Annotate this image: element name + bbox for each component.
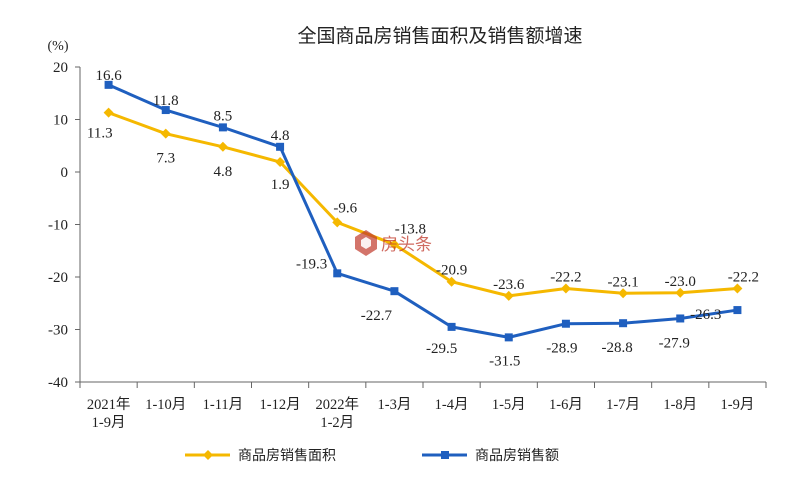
x-tick-label: 1-8月: [663, 397, 697, 413]
data-label-series-1: -22.7: [361, 308, 393, 324]
series-line-1: [107, 83, 738, 339]
series-1-point: [390, 287, 399, 296]
x-tick-label: 1-6月: [549, 397, 583, 413]
series-layer: [103, 80, 743, 342]
x-tick-label: 1-7月: [606, 397, 640, 413]
series-0-point: [560, 283, 571, 294]
x-tick-label: 1-2月: [320, 415, 354, 431]
series-0-point: [160, 128, 171, 139]
series-0-point: [332, 217, 343, 228]
data-labels: 11.3 7.3 4.8 1.9 -9.6 -13.8 -20.9 -23.6 -22.2 -23…: [87, 68, 759, 370]
data-label-series-0: -23.6: [493, 277, 525, 293]
y-tick-label: -40: [48, 375, 68, 391]
series-1-point: [276, 142, 285, 151]
series-0-point: [446, 276, 457, 287]
x-tick-label: 1-12月: [260, 397, 301, 413]
data-label-series-1: -28.9: [546, 341, 577, 357]
x-tick-label: 1-9月: [92, 415, 126, 431]
x-tick-label: 2022年: [316, 396, 360, 413]
legend-swatch-marker-1: [441, 451, 449, 459]
data-label-series-1: -29.5: [426, 341, 457, 357]
data-label-series-0: -23.0: [665, 274, 696, 290]
series-0-point: [503, 290, 514, 301]
x-tick-label: 1-10月: [145, 397, 186, 413]
data-label-series-1: -19.3: [296, 256, 327, 272]
data-label-series-1: 11.8: [153, 93, 179, 109]
data-label-series-0: -22.2: [728, 270, 759, 286]
data-label-series-1: -27.9: [659, 335, 690, 351]
data-label-series-1: -28.8: [601, 340, 632, 356]
x-tick-label: 2021年: [87, 396, 131, 413]
series-0-point: [389, 239, 400, 250]
series-1-point: [733, 306, 742, 315]
data-label-series-0: 11.3: [87, 126, 113, 142]
series-1-point: [561, 319, 570, 328]
data-label-series-0: 4.8: [214, 164, 233, 180]
y-axis-unit: (%): [48, 39, 69, 54]
series-0-point: [732, 283, 743, 294]
y-tick-label: 0: [61, 165, 69, 181]
legend-swatch-marker-0: [203, 450, 213, 460]
data-label-series-0: -20.9: [436, 263, 467, 279]
chart-title: 全国商品房销售面积及销售额增速: [297, 25, 582, 47]
series-0-point: [275, 157, 286, 168]
data-label-series-1: -31.5: [489, 353, 520, 369]
series-1-point: [676, 314, 685, 323]
series-0-point: [675, 287, 686, 298]
legend-label-0: 商品房销售面积: [238, 448, 336, 464]
x-tick-label: 1-9月: [720, 397, 754, 413]
series-1-point: [161, 106, 170, 115]
series-1-point: [447, 322, 456, 331]
data-label-series-0: -22.2: [550, 270, 581, 286]
legend: 商品房销售面积 商品房销售额: [185, 448, 559, 464]
watermark: 房头条: [355, 230, 432, 256]
data-label-series-1: 16.6: [95, 68, 122, 84]
y-tick-label: 20: [53, 60, 68, 76]
x-tick-label: 1-11月: [203, 397, 244, 413]
data-label-series-0: -23.1: [607, 274, 638, 290]
data-label-series-1: 4.8: [271, 128, 290, 144]
series-0-point: [618, 288, 629, 299]
data-label-series-1: 8.5: [214, 108, 233, 124]
series-1-point: [218, 123, 227, 132]
data-label-series-0: -9.6: [333, 200, 357, 216]
legend-label-1: 商品房销售额: [475, 448, 559, 464]
series-1-point: [619, 319, 628, 328]
y-tick-label: 10: [53, 113, 68, 129]
y-tick-label: -20: [48, 270, 68, 286]
series-0-point: [103, 107, 114, 118]
series-1-point: [333, 269, 342, 278]
data-label-series-1: -26.3: [690, 307, 721, 323]
watermark-logo-inner-icon: [361, 237, 371, 249]
x-tick-label: 1-5月: [492, 397, 526, 413]
axes: 20 10 0 -10 -20 -30 -40 2021年 1-9月 1-10月 1-11月 1-12…: [48, 60, 767, 431]
series-0-point: [217, 141, 228, 152]
y-tick-label: -10: [48, 218, 68, 234]
series-line-0: [108, 111, 738, 298]
y-tick-label: -30: [48, 323, 68, 339]
data-label-series-0: -13.8: [395, 221, 426, 237]
x-tick-label: 1-4月: [435, 397, 469, 413]
series-1-point: [504, 333, 513, 342]
x-tick-label: 1-3月: [377, 397, 411, 413]
watermark-text: 房头条: [381, 235, 432, 255]
series-1-point: [104, 80, 113, 89]
data-label-series-0: 1.9: [271, 177, 290, 193]
data-label-series-0: 7.3: [156, 151, 175, 167]
